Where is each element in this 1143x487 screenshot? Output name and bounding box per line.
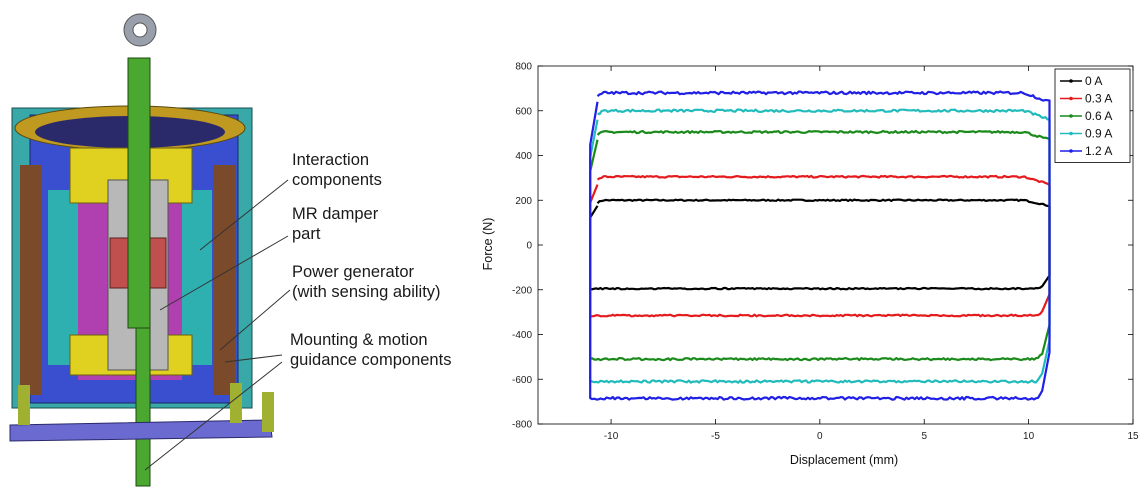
leader-power xyxy=(219,289,291,351)
series-line-0-6-A xyxy=(589,129,1051,362)
coil-stack-left xyxy=(20,165,42,395)
coil-stack-right xyxy=(213,165,235,395)
x-axis-label: Displacement (mm) xyxy=(790,453,898,467)
support-leg-right xyxy=(262,392,274,432)
base-bar xyxy=(9,419,273,442)
support-leg-left xyxy=(18,385,30,425)
legend-label: 0 A xyxy=(1085,74,1102,88)
y-tick-label: -800 xyxy=(512,420,532,431)
series-layer xyxy=(589,90,1051,401)
y-tick-label: -600 xyxy=(512,375,532,386)
legend-marker xyxy=(1069,96,1073,101)
y-tick-label: -200 xyxy=(512,285,532,296)
x-tick-label: 0 xyxy=(817,431,823,442)
y-tick-label: 400 xyxy=(515,151,532,162)
y-axis-label: Force (N) xyxy=(481,218,495,271)
legend-label: 1.2 A xyxy=(1085,144,1112,158)
legend-label: 0.3 A xyxy=(1085,92,1112,106)
legend-label: 0.9 A xyxy=(1085,127,1112,141)
support-leg-mid xyxy=(230,383,242,423)
label-power-generator: Power generator (with sensing ability) xyxy=(292,263,441,301)
x-tick-label: -10 xyxy=(604,431,619,442)
legend-marker xyxy=(1069,79,1073,83)
legend-marker xyxy=(1069,114,1073,118)
y-tick-label: -400 xyxy=(512,330,532,341)
x-tick-label: 5 xyxy=(921,431,927,442)
damper-cutaway-diagram xyxy=(9,13,291,487)
piston-rod xyxy=(127,57,151,329)
y-tick-label: 600 xyxy=(515,106,532,117)
label-interaction-components: Interaction components xyxy=(292,151,382,189)
series-line-1-2-A xyxy=(589,90,1051,401)
y-tick-label: 800 xyxy=(515,62,532,73)
lower-rod xyxy=(135,327,151,487)
x-tick-label: -5 xyxy=(711,431,720,442)
legend-marker xyxy=(1069,149,1073,153)
chart-legend: 0 A 0.3 A 0.6 A 0.9 A 1.2 A xyxy=(1054,68,1131,163)
leader-mounting xyxy=(224,354,283,363)
y-tick-label: 0 xyxy=(526,241,532,252)
legend-label: 0.6 A xyxy=(1085,109,1112,123)
leader-mounting-2 xyxy=(144,361,283,471)
force-displacement-chart: -10 -5 0 5 10 15 -800 -600 -400 -200 0 200 400 600 800… xyxy=(481,62,1139,468)
series-line-0-3-A xyxy=(589,174,1051,318)
y-tick-label: 200 xyxy=(515,196,532,207)
series-line-0-A xyxy=(589,198,1051,291)
series-line-0-9-A xyxy=(589,108,1051,384)
ticks-layer: -10 -5 0 5 10 15 -800 -600 -400 -200 0 200 400 600 800 xyxy=(512,62,1139,443)
label-mr-damper-part: MR damper part xyxy=(292,205,379,243)
legend-marker xyxy=(1069,131,1073,136)
label-mounting-guidance: Mounting & motion guidance components xyxy=(290,331,452,369)
leader-interaction xyxy=(199,179,289,251)
x-tick-label: 15 xyxy=(1127,431,1139,442)
x-tick-label: 10 xyxy=(1023,431,1035,442)
leader-mr xyxy=(159,235,289,311)
